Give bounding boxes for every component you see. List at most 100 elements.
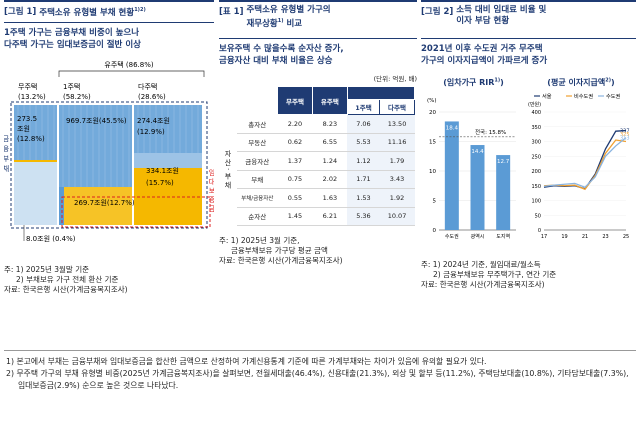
cell-value-small: 8.0조원 (0.4%) [26, 234, 76, 243]
cell-financial [14, 104, 57, 160]
panel3-title: 소득 대비 임대료 비율 및 이자 부담 현황 [456, 5, 547, 26]
table-cell: 6.55 [312, 133, 348, 152]
panel3-header: [그림 2] 소득 대비 임대료 비율 및 이자 부담 현황 [421, 0, 636, 39]
group-bracket [58, 70, 205, 77]
panel1-subtitle: 1주택 가구는 금융부채 비중이 높으나 다주택 가구는 임대보증금이 절반 이… [4, 27, 141, 50]
column-label: 다주택 [138, 82, 157, 91]
notes-divider [4, 350, 636, 351]
panel2-footnotes: 주: 1) 2025년 3월 기준, 금융부채보유 가구당 평균 금액 자료: … [219, 236, 343, 265]
row-label-deposit: 보 [209, 187, 214, 195]
panel2-header: [표 1] 주택소유 유형별 가구의 재무상황1) 비교 [219, 0, 417, 39]
row-label-financial: 융 [4, 145, 10, 153]
table-cell: 1.79 [379, 151, 415, 171]
table-cell: 1.24 [312, 151, 348, 171]
cell-share: (12.8%) [17, 135, 45, 143]
y-tick-label: 50 [535, 213, 541, 219]
col-header-own-group [346, 86, 416, 100]
table-row-group: 자산·부채 [224, 149, 232, 191]
table-row: 부채 0.75 2.02 1.71 3.43 [237, 170, 415, 189]
table-unit: (단위: 억원, 배) [373, 75, 417, 83]
bar-label: 12.7 [497, 159, 510, 165]
table-cell: 3.43 [379, 170, 415, 189]
table-cell: 6.21 [312, 207, 348, 226]
table-row: 부채/금융자산 0.55 1.63 1.53 1.92 [237, 188, 415, 208]
cell-value: 273.5 [17, 115, 37, 123]
row-label: 부동산 [237, 133, 278, 152]
column-share: (28.6%) [138, 93, 166, 101]
col-header-noh: 무주택 [277, 86, 313, 115]
y-tick-label: 250 [531, 154, 541, 160]
row-label: 순자산 [237, 207, 278, 226]
row-label-deposit: 증 [209, 196, 214, 204]
panel-debt-by-ownership: [그림 1] 주택소유 유형별 부채 현황1)2) 1주택 가구는 금융부채 비… [4, 0, 214, 295]
y-unit: (만원) [528, 101, 541, 108]
row-label-deposit: 임 [209, 169, 214, 177]
y-tick-label: 20 [429, 110, 436, 116]
panel1-footnotes: 주: 1) 2025년 3월말 기준 2) 부채보유 가구 전체 환산 기준 자… [4, 264, 128, 294]
cell-value: 조원 [17, 124, 30, 133]
end-label: 325 [620, 132, 630, 138]
x-tick-label: 도지역 [496, 233, 510, 240]
table-cell: 5.36 [347, 207, 380, 226]
row-label: 총자산 [237, 114, 278, 134]
x-tick-label: 17 [541, 234, 547, 240]
table-cell: 1.63 [312, 188, 348, 208]
rir-bar-chart: (%) 0 5 10 15 20 18.4 수도권 14.4 광역시 12.7 도지역 전국: 15.8… [427, 98, 516, 240]
bar [496, 155, 511, 230]
row-label-financial: 금 [4, 135, 10, 143]
y-tick-label: 300 [531, 140, 541, 146]
group-label: 유주택 (86.8%) [104, 60, 154, 69]
col-header-one: 1주택 [346, 99, 381, 115]
table-cell: 13.50 [379, 114, 415, 134]
row-label: 금융자산 [237, 151, 278, 171]
table-row: 금융자산 1.37 1.24 1.12 1.79 [237, 151, 415, 171]
row-label-deposit: 금 [209, 205, 214, 213]
y-tick-label: 15 [429, 140, 436, 146]
table-cell: 8.23 [312, 114, 348, 134]
series-line [543, 129, 627, 190]
rir-chart-label: (임차가구 RIR1)) [443, 77, 504, 87]
y-tick-label: 400 [531, 110, 541, 116]
table-cell: 1.37 [277, 151, 313, 171]
end-label: 337 [620, 129, 630, 135]
panel3-tag: [그림 2] [421, 7, 454, 17]
column-share: (58.2%) [63, 93, 91, 101]
bar [470, 145, 485, 230]
x-tick-label: 25 [623, 234, 629, 240]
panel1-tag: [그림 1] [4, 7, 37, 17]
x-tick-label: 21 [582, 234, 588, 240]
panel1-header: [그림 1] 주택소유 유형별 부채 현황1)2) [4, 0, 214, 23]
table-row: 부동산 0.62 6.55 5.53 11.16 [237, 133, 415, 152]
panel-financial-status: [표 1] 주택소유 유형별 가구의 재무상황1) 비교 보유주택 수 많을수록… [219, 0, 417, 266]
y-tick-label: 5 [433, 199, 437, 205]
row-label-financial: 채 [4, 164, 9, 173]
y-tick-label: 10 [429, 169, 436, 175]
table-cell: 1.45 [277, 207, 313, 226]
cell-financial [134, 152, 202, 168]
row-label-deposit: 대 [209, 178, 214, 186]
legend-label: 수도권 [606, 92, 621, 100]
end-label: 313 [620, 136, 630, 142]
x-tick-label: 수도권 [445, 233, 459, 240]
table-cell: 5.53 [347, 133, 380, 152]
legend-label: 비수도권 [574, 92, 593, 100]
deposit-outline [61, 196, 211, 228]
cell-value: 274.4조원 [137, 116, 170, 125]
cell-deposit [64, 186, 132, 225]
bar-label: 18.4 [446, 125, 459, 131]
y-tick-label: 0 [433, 228, 437, 234]
cell-value: 969.7조원(45.5%) [66, 116, 127, 125]
panel2-title: 주택소유 유형별 가구의 재무상황1) 비교 [246, 5, 331, 29]
cell-value: 269.7조원(12.7%) [74, 198, 135, 207]
panel1-title: 주택소유 유형별 부채 현황1)2) [39, 7, 146, 18]
interest-line-chart: 서울 비수도권 수도권 (만원) 0 50 100 150 200 250 300 350 400 17 1… [528, 92, 630, 240]
table-row: 총자산 2.20 8.23 7.06 13.50 [237, 114, 415, 134]
cell-financial [59, 104, 132, 187]
table-cell: 2.20 [277, 114, 313, 134]
y-tick-label: 350 [531, 125, 541, 131]
table-cell: 2.02 [312, 170, 348, 189]
col-header-own: 유주택 [311, 86, 348, 115]
table-cell: 11.16 [379, 133, 415, 152]
row-label-financial: 부 [4, 155, 10, 163]
table-cell: 0.75 [277, 170, 313, 189]
